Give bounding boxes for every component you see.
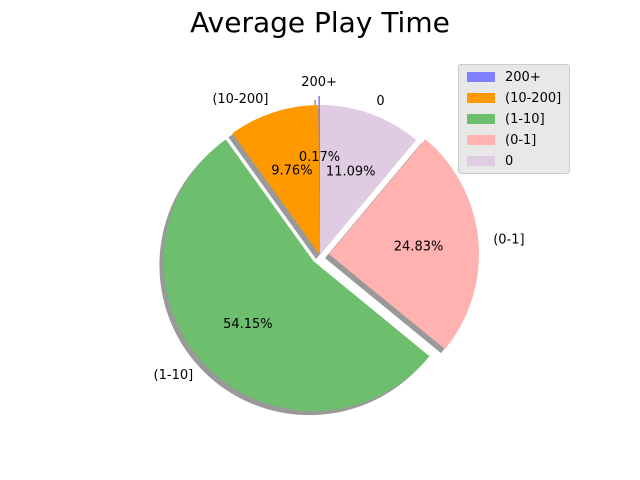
pie-slice (163, 139, 430, 412)
pie-slice (328, 139, 479, 350)
chart-title: Average Play Time (190, 6, 450, 39)
slice-label: (0-1] (493, 233, 524, 248)
slice-label: (1-10] (154, 368, 194, 383)
slice-percent-label: 9.76% (271, 163, 312, 178)
legend-swatch (467, 156, 495, 166)
legend-item: (1-10] (467, 110, 545, 128)
legend-label: (0-1] (505, 132, 537, 148)
legend-swatch (467, 135, 495, 145)
legend-item: (0-1] (467, 131, 536, 149)
legend-item: (10-200] (467, 89, 561, 107)
slice-percent-label: 0.17% (299, 150, 340, 165)
slice-labels: 200+ 0.17% (10-200] 9.76% (1-10] 54.15% (0-1] 2… (154, 75, 525, 383)
legend-label: (10-200] (505, 90, 562, 106)
slice-percent-label: 24.83% (394, 240, 444, 255)
slice-label: (10-200] (212, 92, 268, 107)
legend: 200+ (10-200] (1-10] (0-1] 0 (458, 64, 570, 174)
slice-percent-label: 54.15% (223, 317, 273, 332)
legend-item: 200+ (467, 68, 541, 86)
legend-swatch (467, 72, 495, 82)
pie-slice (320, 105, 417, 255)
slice-label: 200+ (301, 75, 337, 90)
slice-label: 0 (376, 94, 384, 109)
legend-swatch (467, 93, 495, 103)
legend-label: (1-10] (505, 111, 545, 127)
legend-label: 200+ (505, 69, 541, 85)
legend-swatch (467, 114, 495, 124)
pie-slice (318, 96, 320, 247)
legend-item: 0 (467, 152, 513, 170)
pie-slice (232, 105, 320, 255)
slice-percent-label: 11.09% (326, 164, 376, 179)
legend-label: 0 (505, 153, 514, 169)
slices (163, 96, 479, 412)
